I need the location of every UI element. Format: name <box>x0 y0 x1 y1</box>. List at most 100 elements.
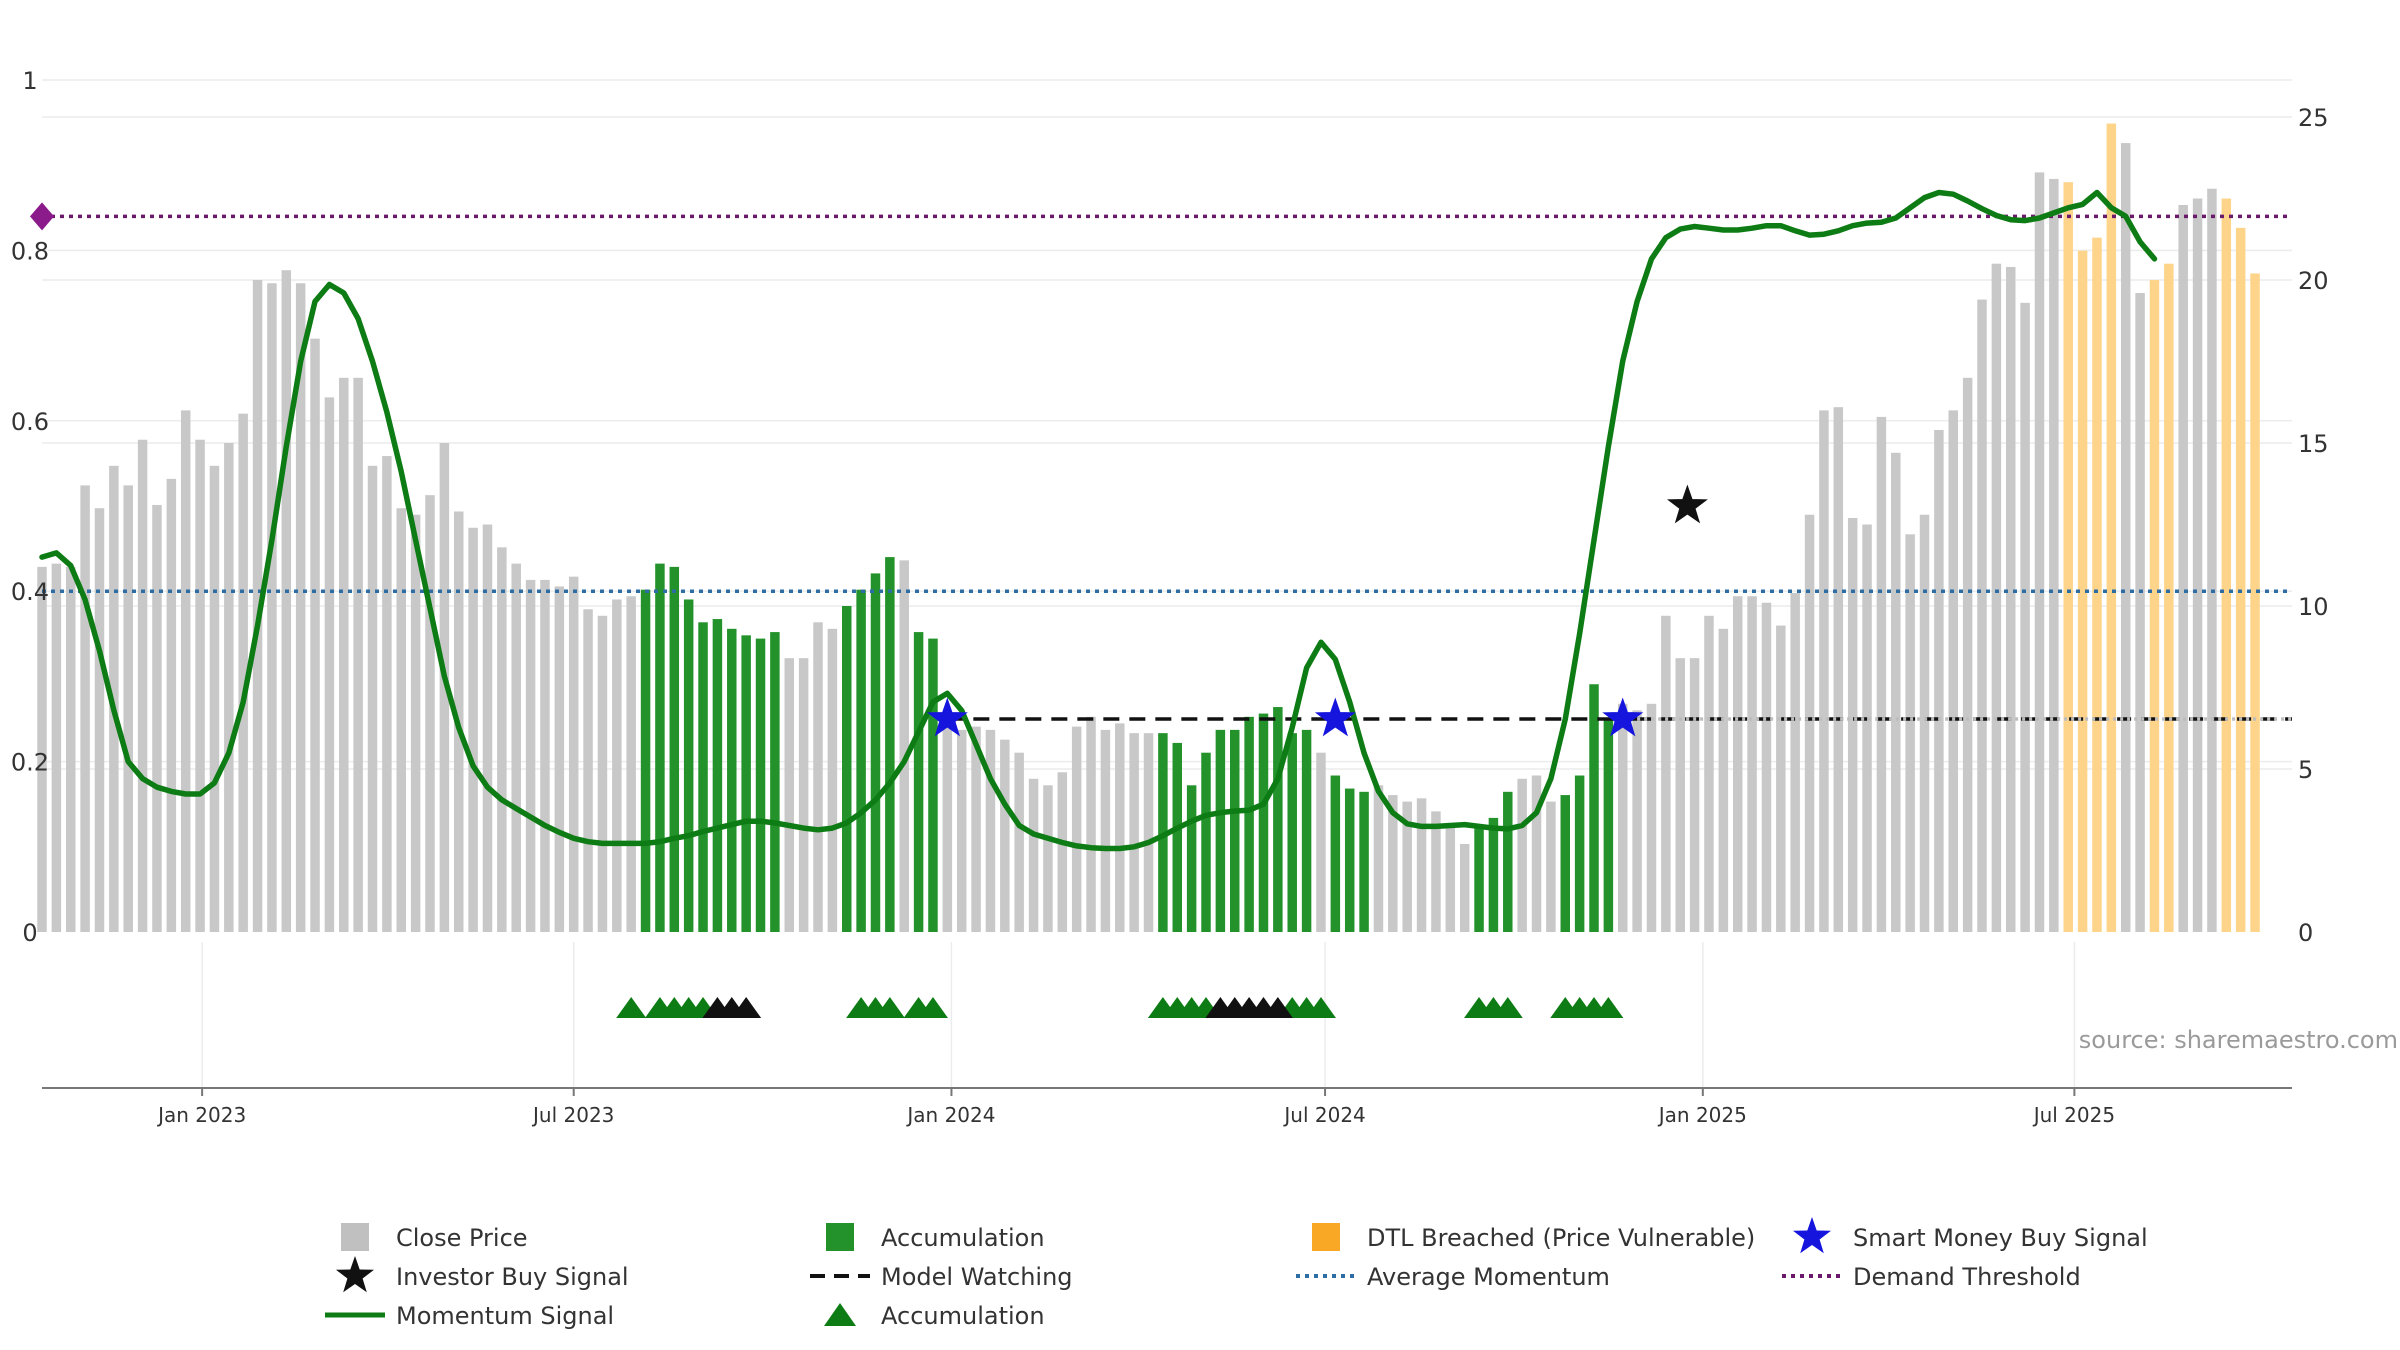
legend: Close Price Accumulation DTL Breached (Pri… <box>325 1217 2148 1330</box>
x-tick-label: Jul 2023 <box>531 1103 614 1127</box>
close-price-bar <box>2120 143 2131 932</box>
reference-lines <box>30 202 2292 721</box>
close-price-bar <box>1934 429 1944 932</box>
close-price-bar <box>382 456 392 932</box>
momentum-signal <box>39 189 2158 852</box>
close-price-bar <box>1948 410 1959 932</box>
close-price-bar <box>396 508 407 932</box>
accumulation-triangle <box>1305 997 1336 1018</box>
accumulation-bar <box>842 606 852 932</box>
close-price-bar <box>267 283 277 932</box>
accumulation-bar <box>683 599 694 932</box>
close-price-bar <box>1388 795 1398 932</box>
close-price-bar <box>813 622 823 932</box>
close-price-bar <box>971 726 981 932</box>
close-price-bar <box>252 280 263 932</box>
close-price-bar <box>1373 785 1384 932</box>
close-price-bar <box>1876 416 1887 932</box>
legend-swatch-close-price <box>341 1223 369 1251</box>
close-price-bar <box>1028 778 1039 932</box>
dtl-breached-bar <box>2063 182 2073 932</box>
y-right-tick-label: 5 <box>2298 756 2313 784</box>
close-price-bar <box>1143 733 1154 932</box>
close-price-bar <box>1632 710 1642 932</box>
close-price-bar <box>353 377 363 932</box>
accumulation-bar <box>1359 791 1369 932</box>
close-price-bar <box>1618 703 1628 932</box>
close-price-bar <box>281 270 292 933</box>
axes: Jan 2023 Jul 2023 Jan 2024 Jul 2024 Jan 2025… <box>11 67 2329 1127</box>
close-price-bar <box>597 615 608 932</box>
close-price-bar <box>1819 410 1829 932</box>
dtl-breached-bar <box>2092 237 2102 932</box>
accumulation-bar <box>1574 775 1585 932</box>
accumulation-bar <box>1488 817 1499 932</box>
y-left-tick-label: 1 <box>22 67 37 95</box>
accumulation-triangle <box>1492 997 1523 1018</box>
close-price-bar <box>784 658 795 932</box>
dtl-breached-bar <box>2106 123 2117 932</box>
close-price-bar <box>1100 729 1111 932</box>
dtl-breached-bar <box>2250 273 2260 933</box>
accumulation-bar <box>755 638 766 932</box>
close-price-bar <box>1833 407 1844 932</box>
legend-star-investor-buy-signal <box>336 1256 374 1293</box>
accumulation-bar <box>712 619 723 932</box>
x-tick-label: Jan 2023 <box>156 1103 246 1127</box>
y-right-tick-label: 0 <box>2298 919 2313 947</box>
close-price-bar <box>80 485 90 932</box>
demand-threshold-marker <box>30 202 54 231</box>
buy-signal-stars <box>926 484 1708 737</box>
close-price-bar <box>985 729 996 932</box>
close-price-bar <box>439 443 450 932</box>
legend-swatch-dtl-breached-price-vulnerable <box>1312 1223 1340 1251</box>
legend-label-model-watching: Model Watching <box>881 1263 1073 1291</box>
accumulation-bar <box>655 563 665 932</box>
close-price-bar <box>1086 716 1096 932</box>
legend-label-accumulation: Accumulation <box>881 1224 1045 1252</box>
close-price-bar <box>166 478 177 932</box>
close-price-bar <box>468 527 478 932</box>
y-left-tick-label: 0.2 <box>11 749 49 777</box>
close-price-bar <box>425 495 435 932</box>
close-price-bar <box>612 599 622 932</box>
close-price-bar <box>65 566 76 932</box>
accumulation-bar <box>1603 720 1614 932</box>
x-tick-label: Jul 2024 <box>1282 1103 1365 1127</box>
accumulation-triangle-dark <box>731 997 762 1018</box>
close-price-bar <box>324 397 335 932</box>
accumulation-bar <box>1273 707 1283 932</box>
x-tick-label: Jul 2025 <box>2032 1103 2115 1127</box>
price-bars <box>37 123 2260 933</box>
close-price-bar <box>1919 514 1930 932</box>
y-left-tick-label: 0.6 <box>11 408 49 436</box>
close-price-bar <box>180 410 191 932</box>
dtl-breached-bar <box>2149 280 2160 932</box>
smart-money-buy-signal-star <box>926 697 968 737</box>
accumulation-bar <box>1158 733 1168 932</box>
accumulation-bar <box>1258 713 1269 932</box>
close-price-bar <box>137 439 148 932</box>
accumulation-bar <box>1215 729 1226 932</box>
close-price-bar <box>956 729 967 932</box>
close-price-bar <box>51 563 62 932</box>
close-price-bar <box>94 508 105 932</box>
close-price-bar <box>554 586 565 932</box>
legend-label-momentum-signal: Momentum Signal <box>396 1302 614 1330</box>
accumulation-bar <box>727 628 737 932</box>
accumulation-bar <box>698 622 708 932</box>
close-price-bar <box>1459 843 1470 932</box>
accumulation-bar <box>770 632 780 932</box>
close-price-bar <box>497 547 507 932</box>
accumulation-bar <box>1503 791 1513 932</box>
close-price-bar <box>1115 723 1125 932</box>
accumulation-triangles <box>616 997 1624 1018</box>
close-price-bar <box>1847 517 1858 932</box>
close-price-bar <box>195 439 205 932</box>
close-price-bar <box>1704 615 1714 932</box>
accumulation-bar <box>1172 742 1183 932</box>
accumulation-bar <box>1560 795 1571 932</box>
close-price-bar <box>37 566 47 932</box>
y-right-tick-label: 15 <box>2298 430 2329 458</box>
close-price-bar <box>410 514 421 932</box>
